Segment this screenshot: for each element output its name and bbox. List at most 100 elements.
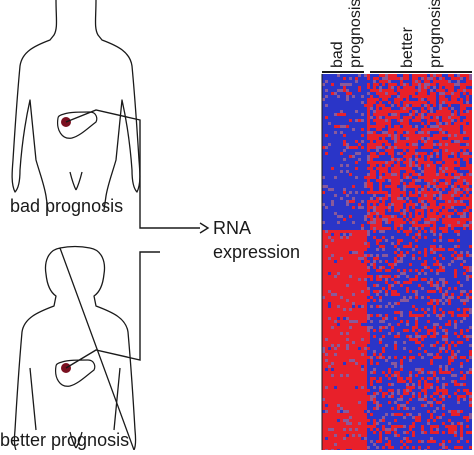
heatmap-cell <box>382 98 385 101</box>
heatmap-cell <box>394 185 397 188</box>
heatmap-cell <box>412 86 415 89</box>
heatmap-cell <box>337 230 340 233</box>
heatmap-cell <box>322 392 325 395</box>
heatmap-cell <box>448 125 451 128</box>
heatmap-cell <box>427 77 430 80</box>
heatmap-cell <box>382 416 385 419</box>
heatmap-cell <box>340 404 343 407</box>
heatmap-cell <box>361 248 364 251</box>
heatmap-cell <box>469 104 472 107</box>
heatmap-cell <box>367 314 370 317</box>
heatmap-cell <box>385 98 388 101</box>
heatmap-cell <box>334 308 337 311</box>
heatmap-cell <box>337 383 340 386</box>
heatmap-cell <box>337 371 340 374</box>
heatmap-cell <box>334 377 337 380</box>
heatmap-cell <box>358 350 361 353</box>
heatmap-cell <box>370 263 373 266</box>
heatmap-cell <box>340 416 343 419</box>
heatmap-cell <box>457 179 460 182</box>
heatmap-cell <box>376 293 379 296</box>
heatmap-cell <box>463 335 466 338</box>
heatmap-cell <box>364 395 367 398</box>
heatmap-cell <box>379 224 382 227</box>
heatmap-cell <box>394 209 397 212</box>
heatmap-cell <box>376 380 379 383</box>
heatmap-cell <box>409 380 412 383</box>
heatmap-cell <box>334 380 337 383</box>
heatmap-cell <box>352 335 355 338</box>
heatmap-cell <box>352 233 355 236</box>
heatmap-cell <box>328 296 331 299</box>
heatmap-cell <box>454 188 457 191</box>
heatmap-cell <box>331 446 334 449</box>
heatmap-cell <box>352 338 355 341</box>
heatmap-cell <box>370 146 373 149</box>
heatmap-cell <box>421 371 424 374</box>
heatmap-cell <box>334 275 337 278</box>
heatmap-cell <box>337 365 340 368</box>
heatmap-cell <box>370 191 373 194</box>
heatmap-cell <box>418 368 421 371</box>
heatmap-cell <box>328 254 331 257</box>
heatmap-cell <box>328 323 331 326</box>
heatmap-cell <box>409 314 412 317</box>
heatmap-cell <box>367 338 370 341</box>
heatmap-cell <box>454 158 457 161</box>
heatmap-cell <box>376 356 379 359</box>
heatmap-cell <box>328 374 331 377</box>
heatmap-cell <box>424 335 427 338</box>
heatmap-cell <box>346 362 349 365</box>
heatmap-cell <box>442 314 445 317</box>
heatmap-cell <box>433 311 436 314</box>
heatmap-cell <box>358 440 361 443</box>
heatmap-cell <box>466 206 469 209</box>
heatmap-cell <box>403 392 406 395</box>
heatmap-cell <box>328 416 331 419</box>
heatmap-cell <box>388 149 391 152</box>
heatmap-cell <box>358 341 361 344</box>
heatmap-cell <box>394 143 397 146</box>
heatmap-cell <box>436 260 439 263</box>
heatmap-cell <box>457 314 460 317</box>
heatmap-cell <box>466 119 469 122</box>
heatmap-cell <box>361 326 364 329</box>
heatmap-cell <box>340 266 343 269</box>
heatmap-cell <box>412 221 415 224</box>
heatmap-cell <box>451 185 454 188</box>
heatmap-cell <box>367 326 370 329</box>
heatmap-cell <box>379 92 382 95</box>
heatmap-cell <box>406 197 409 200</box>
heatmap-cell <box>340 131 343 134</box>
heatmap-cell <box>358 320 361 323</box>
heatmap-cell <box>391 326 394 329</box>
heatmap-cell <box>427 83 430 86</box>
heatmap-cell <box>406 251 409 254</box>
heatmap-cell <box>325 440 328 443</box>
heatmap-cell <box>430 362 433 365</box>
heatmap-cell <box>442 257 445 260</box>
heatmap-cell <box>430 437 433 440</box>
heatmap-cell <box>454 245 457 248</box>
heatmap-cell <box>391 329 394 332</box>
heatmap-cell <box>328 317 331 320</box>
heatmap-cell <box>460 371 463 374</box>
heatmap-cell <box>427 281 430 284</box>
heatmap-cell <box>439 389 442 392</box>
heatmap-cell <box>430 92 433 95</box>
heatmap-cell <box>322 185 325 188</box>
heatmap-cell <box>427 95 430 98</box>
heatmap-cell <box>340 245 343 248</box>
heatmap-cell <box>421 161 424 164</box>
heatmap-cell <box>364 368 367 371</box>
heatmap-cell <box>325 152 328 155</box>
heatmap-cell <box>328 350 331 353</box>
heatmap-cell <box>433 248 436 251</box>
heatmap-cell <box>364 311 367 314</box>
heatmap-cell <box>442 296 445 299</box>
heatmap-cell <box>421 398 424 401</box>
heatmap-cell <box>376 224 379 227</box>
heatmap-cell <box>328 344 331 347</box>
heatmap-cell <box>448 371 451 374</box>
heatmap-cell <box>337 392 340 395</box>
